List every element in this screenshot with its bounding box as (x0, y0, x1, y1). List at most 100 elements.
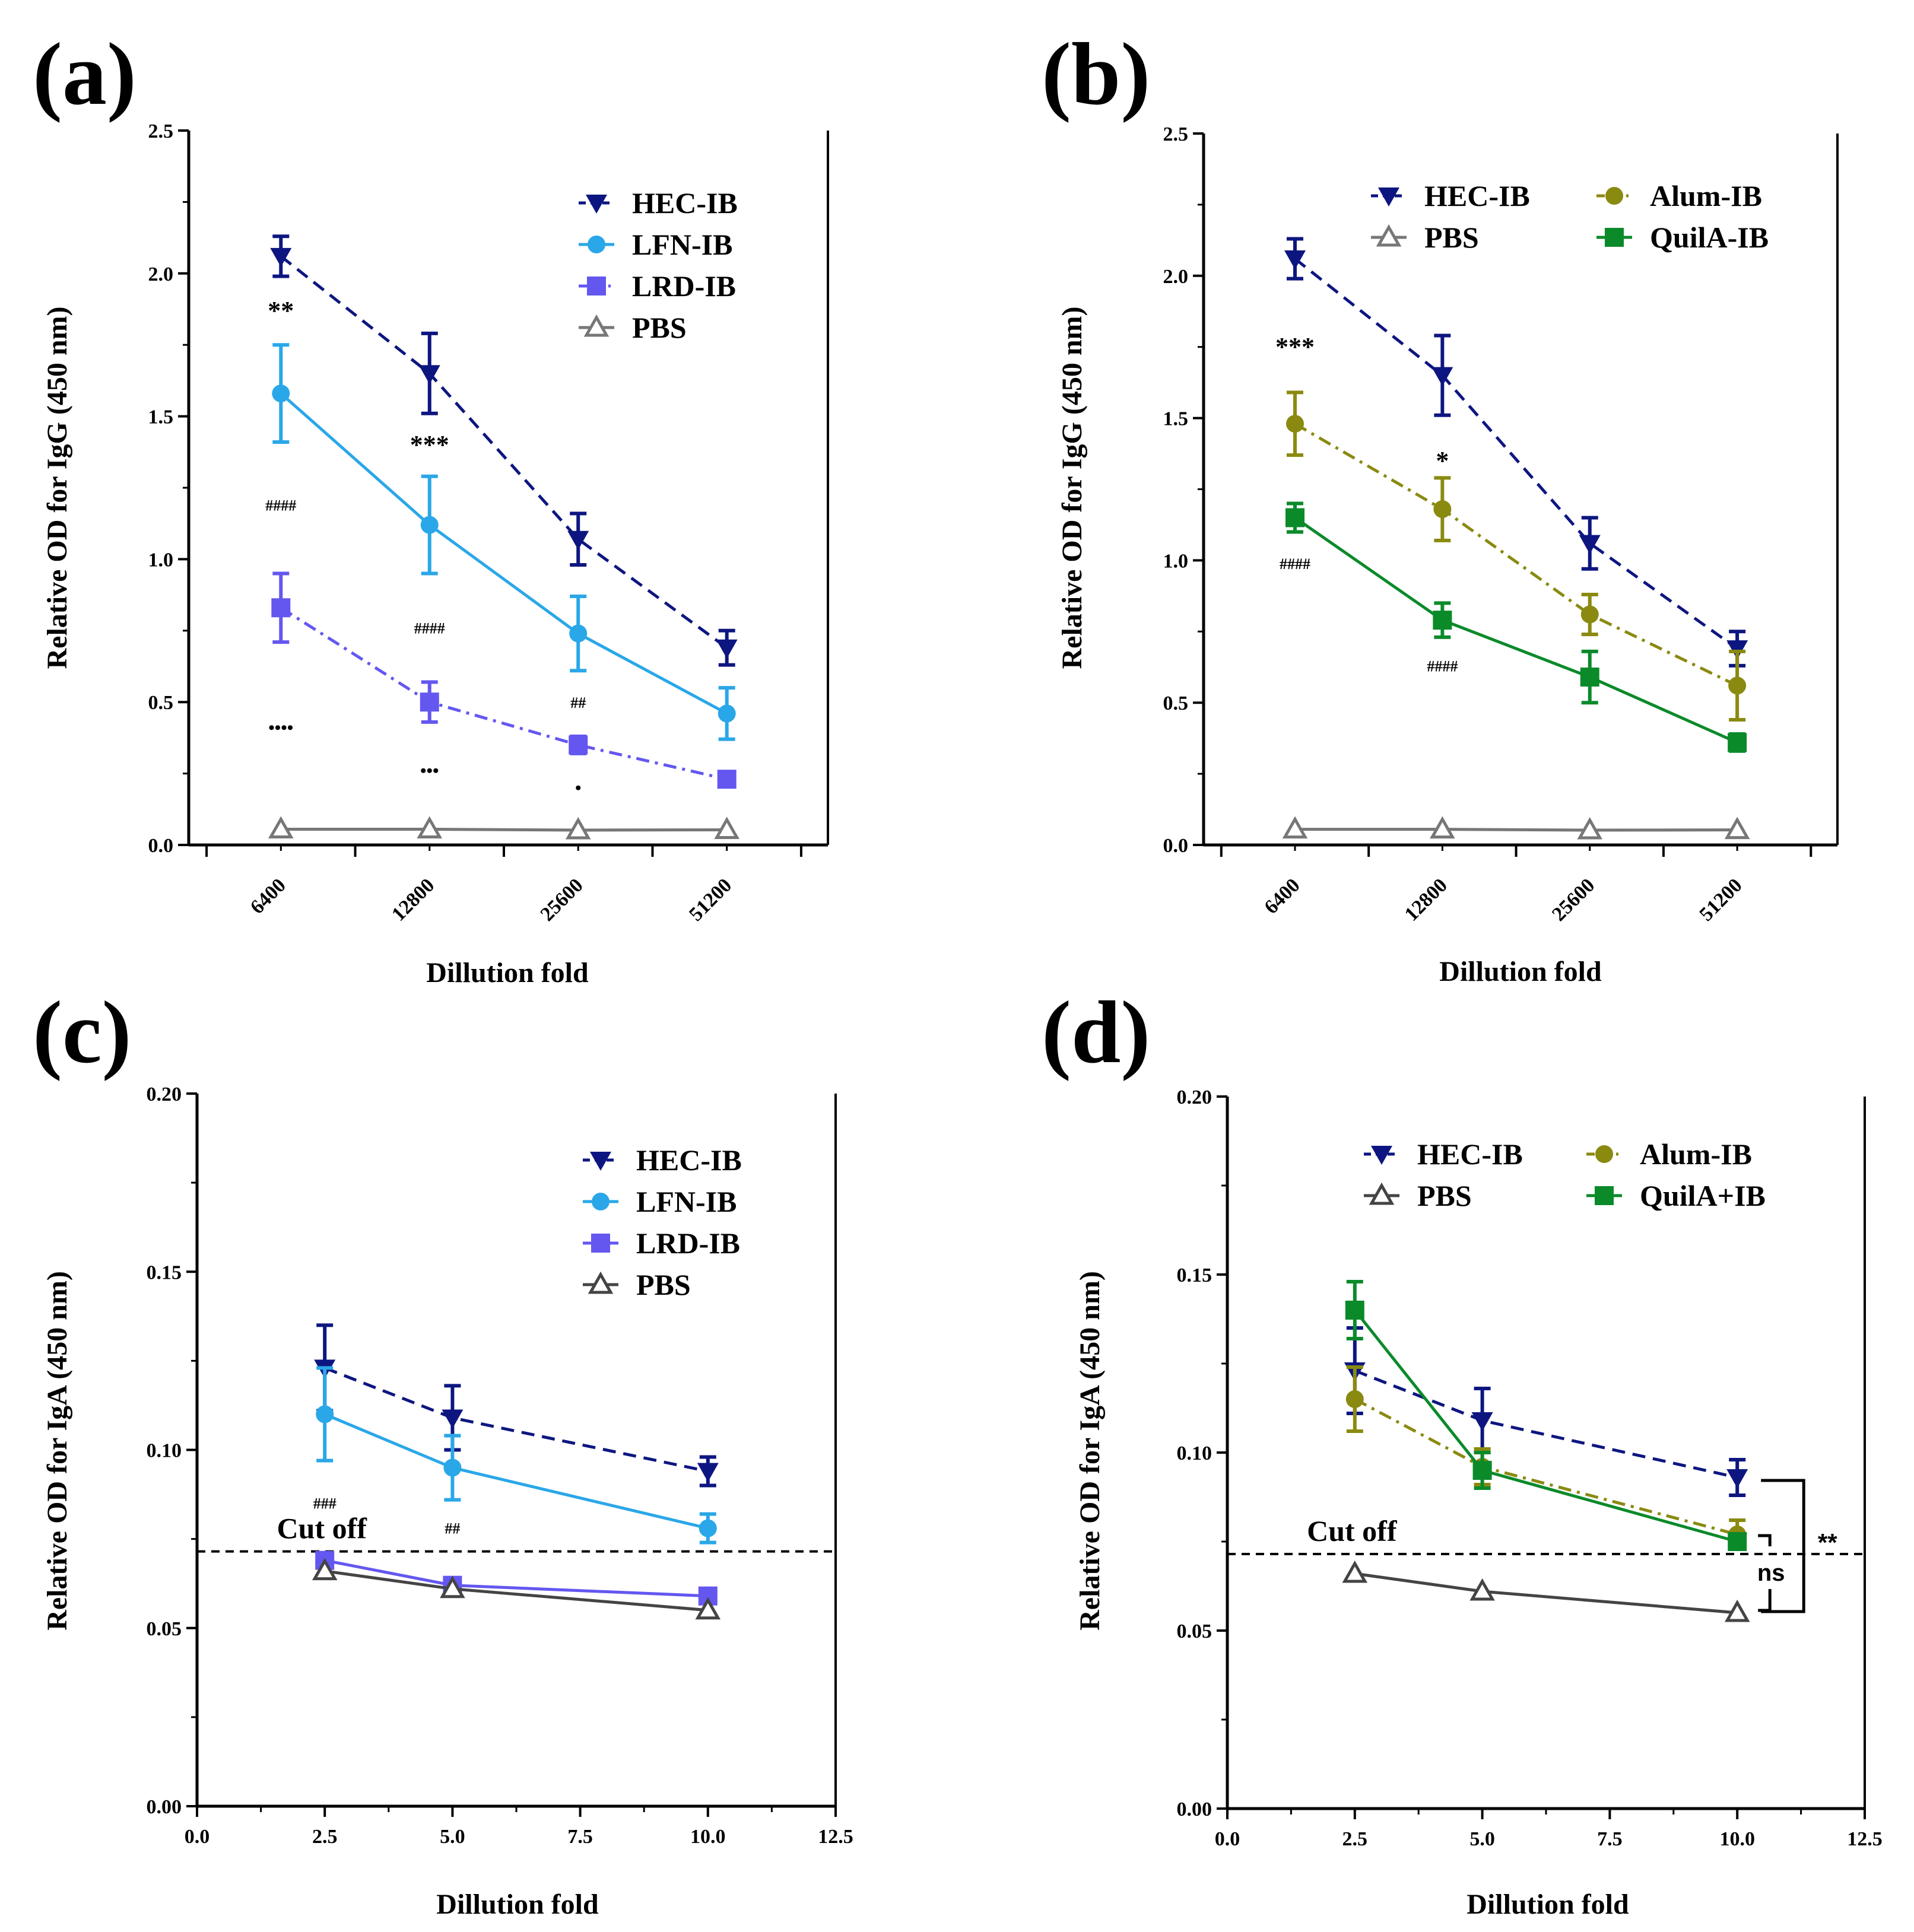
x-tick-label: 5.0 (1469, 1828, 1495, 1850)
series-pbs (1342, 1560, 1750, 1622)
x-tick-label: 2.5 (1342, 1828, 1368, 1850)
legend-marker (588, 236, 605, 253)
data-point (417, 816, 443, 839)
legend-label: LFN-IB (632, 228, 732, 261)
y-tick-label: 0.00 (1177, 1798, 1212, 1820)
series-pbs (312, 1558, 721, 1620)
series-lrd-ib (271, 571, 737, 789)
data-point (268, 816, 294, 839)
legend-marker (1369, 1182, 1395, 1205)
data-point (565, 816, 591, 840)
legend-label: LRD-IB (636, 1226, 740, 1260)
legend-marker (1595, 1186, 1614, 1205)
y-tick-label: 2.5 (148, 120, 174, 142)
y-tick-label: 0.05 (147, 1618, 182, 1640)
series-line (324, 1569, 709, 1612)
legend-label: PBS (636, 1268, 691, 1301)
x-axis-title: Dillution fold (1467, 1889, 1629, 1920)
series-line (1353, 1309, 1738, 1543)
series-hec-ib (1344, 1326, 1748, 1497)
data-point (271, 598, 291, 618)
data-point (716, 639, 738, 659)
legend-label: HEC-IB (636, 1143, 742, 1177)
data-point (1580, 605, 1599, 624)
data-point (1472, 1461, 1492, 1480)
y-tick-label: 0.0 (1163, 835, 1189, 857)
data-point (695, 1597, 721, 1620)
series-line (324, 1367, 709, 1473)
significance-mark: #### (1280, 555, 1310, 573)
y-tick-label: 1.5 (1163, 408, 1189, 430)
y-tick-label: 0.10 (1177, 1442, 1212, 1464)
y-axis-title: Relative OD for IgA (450 nm) (1074, 1271, 1106, 1631)
data-point (569, 624, 588, 643)
legend-marker (592, 1193, 610, 1210)
y-tick-label: 1.0 (1163, 550, 1189, 572)
series-pbs (268, 816, 739, 840)
y-tick-label: 0.20 (1177, 1086, 1212, 1108)
legend-label: PBS (1417, 1179, 1472, 1212)
x-tick-label: 51200 (685, 874, 736, 925)
x-tick-label: 2.5 (312, 1826, 338, 1848)
legend-marker (1595, 1145, 1613, 1163)
x-axis-title: Dillution fold (1439, 956, 1602, 987)
series-hec-ib (1284, 237, 1748, 668)
series-alum-ib (1345, 1365, 1747, 1550)
series-alum-ib (1285, 390, 1747, 722)
legend: HEC-IB PBS Alum-IB QuilA-IB (1371, 179, 1769, 254)
data-point (1728, 733, 1747, 752)
data-point (1285, 508, 1304, 528)
data-point (440, 1575, 465, 1599)
data-point (718, 704, 736, 723)
data-point (1433, 611, 1452, 630)
y-tick-label: 1.0 (148, 549, 174, 571)
data-point (1577, 816, 1603, 840)
panel-label: (d) (1042, 983, 1150, 1082)
data-point (1284, 250, 1306, 270)
legend-label: Alum-IB (1650, 179, 1762, 212)
x-tick-label: 6400 (246, 874, 290, 918)
series-line (280, 255, 728, 649)
y-tick-label: 0.5 (148, 692, 174, 714)
legend-label: Alum-IB (1640, 1137, 1752, 1171)
legend-label: HEC-IB (1417, 1137, 1523, 1171)
legend-label: LRD-IB (632, 269, 736, 303)
y-axis-title: Relative OD for IgG (450 nm) (1056, 306, 1088, 669)
data-point (1431, 367, 1453, 386)
significance-mark: •••• (268, 718, 293, 738)
legend-marker (590, 1152, 611, 1171)
series-line (280, 392, 728, 715)
panel-label: (a) (33, 25, 137, 123)
significance-mark: ••• (420, 761, 439, 780)
data-point (1471, 1412, 1493, 1431)
data-point (1345, 1301, 1364, 1320)
significance-mark: ### (313, 1495, 337, 1512)
series-line (1294, 258, 1738, 650)
data-point (697, 1463, 719, 1482)
legend: HEC-IB PBS Alum-IB QuilA+IB (1364, 1137, 1766, 1212)
series-hec-ib (314, 1323, 719, 1488)
data-point (1580, 668, 1599, 687)
data-point (714, 816, 739, 839)
significance-label: ** (1818, 1529, 1837, 1556)
legend: HEC-IB LFN-IB LRD-IB PBS (579, 186, 738, 344)
series-quila-ib (1345, 1280, 1747, 1551)
x-axis-title: Dillution fold (426, 957, 589, 989)
data-point (1728, 676, 1747, 695)
series-pbs (1282, 816, 1750, 840)
y-tick-label: 0.0 (148, 835, 174, 857)
legend-marker (1371, 1146, 1392, 1165)
y-tick-label: 2.5 (1163, 123, 1189, 145)
legend-marker (1376, 224, 1402, 247)
panel-label: (c) (33, 983, 131, 1082)
x-tick-label: 7.5 (567, 1826, 593, 1848)
data-point (1726, 1469, 1748, 1488)
significance-mark: *** (1275, 332, 1315, 361)
y-axis-title: Relative OD for IgG (450 nm) (42, 306, 73, 669)
data-point (420, 516, 439, 534)
significance-mark: #### (1427, 657, 1458, 675)
x-tick-label: 0.0 (185, 1826, 210, 1848)
chart-panel-b: (b) 0.0 0.5 1.0 1.5 2.0 2.5 6400 12800 25600 51200… (1042, 25, 1839, 987)
x-tick-label: 12800 (1401, 874, 1452, 925)
